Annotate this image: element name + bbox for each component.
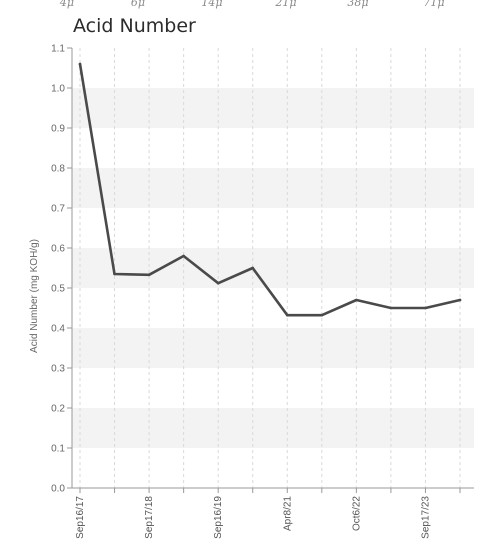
data-point [182, 254, 185, 258]
y-tick-label: 0.9 [51, 124, 65, 135]
top-scale-label: 21μ [275, 0, 297, 9]
data-point [458, 298, 462, 302]
grid-band [72, 88, 474, 128]
grid-band [72, 248, 474, 288]
y-tick-label: 0.5 [51, 284, 65, 295]
y-tick-label: 0.8 [51, 164, 65, 175]
grid-band [72, 168, 474, 208]
chart-title: Acid Number [73, 15, 196, 37]
x-tick-label: Sep16/19 [213, 496, 224, 539]
data-point [147, 273, 151, 277]
y-tick-label: 1.0 [51, 84, 65, 95]
data-point [113, 272, 116, 276]
x-tick-label: Sep17/23 [420, 496, 431, 539]
data-point [389, 306, 393, 310]
top-scale-label: 38μ [347, 0, 369, 9]
data-point [355, 298, 358, 302]
data-point [320, 313, 324, 317]
y-tick-label: 0.2 [51, 404, 65, 415]
grid-band [72, 328, 474, 368]
data-point [424, 306, 427, 310]
data-point [285, 313, 289, 317]
y-tick-label: 0.1 [51, 444, 65, 455]
grid-band [72, 408, 474, 448]
x-tick-label: Sep16/17 [75, 496, 86, 539]
y-tick-label: 0.3 [51, 364, 65, 375]
y-tick-label: 0.4 [51, 324, 65, 335]
x-tick-label: Sep17/18 [144, 496, 155, 539]
top-scale-label: 6μ [130, 0, 146, 9]
top-scale-label: 14μ [201, 0, 223, 9]
y-tick-label: 0.6 [51, 244, 65, 255]
x-tick-label: Oct6/22 [351, 496, 362, 531]
series-line [78, 62, 462, 317]
data-point [78, 62, 82, 66]
top-scale-label: 71μ [423, 0, 445, 9]
y-tick-label: 0.7 [51, 204, 65, 215]
data-point [216, 281, 220, 285]
data-point [251, 266, 255, 270]
y-tick-label: 1.1 [51, 44, 65, 55]
y-axis-label: Acid Number (mg KOH/g) [29, 239, 40, 353]
y-tick-label: 0.0 [51, 484, 65, 495]
top-scale: 4μ 6μ 14μ 21μ 38μ 71μ [0, 0, 498, 14]
x-tick-label: Apr8/21 [282, 496, 293, 531]
top-scale-label: 4μ [59, 0, 75, 9]
